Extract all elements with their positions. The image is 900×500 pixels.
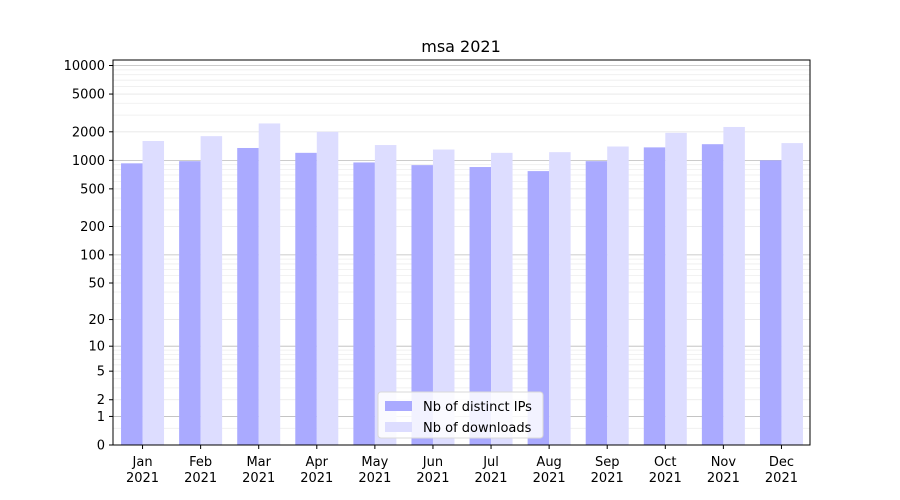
- bar-downloads: Nb of downloads: 1600: [142, 140, 165, 446]
- bar-distinct-ips: Nb of distinct IPs: 1000: [759, 160, 782, 446]
- y-tick-label: 200: [80, 220, 105, 235]
- bar-downloads: Nb of downloads: 1400: [607, 146, 629, 445]
- x-tick-label: Feb 2021: [184, 455, 217, 486]
- y-tick-label: 1000: [72, 154, 105, 169]
- x-tick-label: Mar 2021: [242, 455, 275, 486]
- x-tick-label: Jul 2021: [474, 455, 507, 486]
- x-tick-label: Apr 2021: [300, 455, 333, 486]
- x-tick-label: Nov 2021: [707, 455, 740, 486]
- y-tick-label: 5: [97, 365, 105, 380]
- bar-downloads: Nb of downloads: 1520: [781, 143, 803, 445]
- y-tick-label: 100: [80, 248, 105, 263]
- bar-distinct-ips: Nb of distinct IPs: 980: [179, 161, 201, 445]
- bar-distinct-ips: Nb of distinct IPs: 1200: [295, 152, 317, 445]
- legend: Nb of distinct IPs Nb of downloads: [377, 391, 544, 439]
- bar-distinct-ips: Nb of distinct IPs: 980: [585, 161, 608, 445]
- x-tick-label: Jun 2021: [416, 455, 449, 486]
- plot-frame: [112, 59, 811, 446]
- bar-downloads: Nb of downloads: 2450: [258, 123, 281, 446]
- x-tick-label: Sep 2021: [591, 455, 624, 486]
- legend-label: Nb of downloads: [423, 421, 532, 436]
- x-axis: Jan 2021 Feb 2021 Mar 2021 Apr 2021 May 2021 Jun 20…: [126, 445, 798, 486]
- bar-downloads: Nb of downloads: 1800: [200, 136, 223, 445]
- y-tick-label: 500: [80, 182, 105, 197]
- bar-downloads: Nb of downloads: 1950: [665, 132, 687, 445]
- y-tick-label: 2: [97, 393, 105, 408]
- bar-downloads: Nb of downloads: 1220: [549, 152, 571, 445]
- x-tick-label: Aug 2021: [533, 455, 566, 486]
- y-tick-label: 1: [97, 410, 105, 425]
- y-tick-label: 2000: [72, 125, 105, 140]
- legend-swatch: [385, 422, 412, 432]
- y-tick-label: 50: [88, 276, 105, 291]
- bar-distinct-ips: Nb of distinct IPs: 770: [527, 171, 550, 445]
- bar-downloads: Nb of downloads: 1300: [432, 149, 455, 445]
- y-tick-label: 5000: [72, 88, 105, 103]
- y-tick-label: 10: [88, 340, 105, 355]
- y-tick-label: 10000: [64, 59, 105, 74]
- bars: Nb of distinct IPs: 930Nb of downloads: …: [121, 123, 803, 446]
- bar-distinct-ips: Nb of distinct IPs: 930: [121, 163, 143, 445]
- bar-distinct-ips: Nb of distinct IPs: 850: [469, 167, 492, 445]
- x-tick-label: May 2021: [358, 455, 391, 486]
- x-tick-label: Dec 2021: [765, 455, 798, 486]
- x-tick-label: Oct 2021: [649, 455, 682, 486]
- x-tick-label: Jan 2021: [126, 455, 159, 486]
- bar-downloads: Nb of downloads: 1450: [374, 145, 397, 445]
- legend-box: [377, 391, 544, 439]
- bar-distinct-ips: Nb of distinct IPs: 950: [353, 162, 375, 446]
- bar-distinct-ips: Nb of distinct IPs: 1370: [643, 147, 666, 446]
- bar-distinct-ips: Nb of distinct IPs: 1350: [237, 147, 259, 445]
- bar-downloads: Nb of downloads: 2000: [316, 131, 339, 446]
- y-axis: 0 1 2 5 10 20 50 100 200 500 1000 2000 5000 10000: [64, 59, 113, 454]
- bar-downloads: Nb of downloads: 2250: [723, 126, 745, 445]
- legend-swatch: [385, 401, 412, 411]
- legend-label: Nb of distinct IPs: [423, 400, 532, 415]
- grid-lines: [113, 65, 810, 446]
- y-tick-label: 20: [88, 313, 105, 328]
- chart-title: msa 2021: [421, 37, 501, 56]
- y-tick-label: 0: [97, 439, 105, 454]
- bar-downloads: Nb of downloads: 1200: [491, 152, 513, 445]
- bar-distinct-ips: Nb of distinct IPs: 1480: [701, 144, 724, 445]
- bar-distinct-ips: Nb of distinct IPs: 890: [411, 165, 433, 446]
